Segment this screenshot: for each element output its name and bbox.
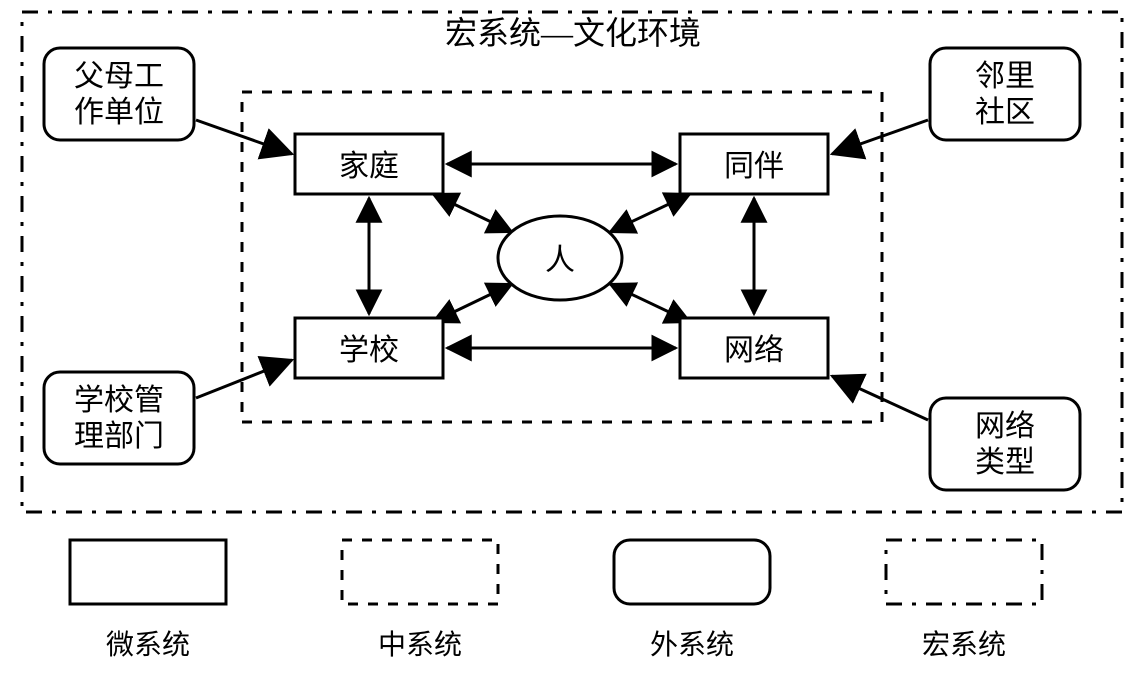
node-school-admin: 学校管 理部门	[44, 372, 194, 464]
svg-text:理部门: 理部门	[74, 420, 164, 453]
diagram-canvas: 宏系统—文化环境	[0, 0, 1146, 692]
svg-text:学校: 学校	[339, 334, 399, 367]
legend-label-meso: 中系统	[378, 629, 462, 661]
svg-text:网络: 网络	[975, 410, 1035, 443]
svg-text:家庭: 家庭	[339, 150, 399, 183]
svg-text:同伴: 同伴	[724, 150, 784, 183]
node-parents-work: 父母工 作单位	[44, 48, 194, 140]
legend-swatch-micro	[70, 540, 226, 604]
node-network-type: 网络 类型	[930, 398, 1080, 490]
svg-text:类型: 类型	[975, 446, 1035, 479]
node-peers: 同伴	[680, 134, 828, 194]
legend-swatch-meso	[342, 540, 498, 604]
legend: 微系统 中系统 外系统 宏系统	[70, 540, 1042, 661]
node-neighborhood: 邻里 社区	[930, 48, 1080, 140]
node-school: 学校	[295, 318, 443, 378]
svg-text:邻里: 邻里	[975, 60, 1035, 93]
legend-label-micro: 微系统	[106, 629, 190, 661]
svg-text:学校管: 学校管	[74, 384, 164, 417]
svg-text:作单位: 作单位	[74, 96, 164, 129]
node-network: 网络	[680, 318, 828, 378]
macro-title: 宏系统—文化环境	[445, 15, 701, 51]
legend-swatch-macro	[886, 540, 1042, 604]
node-family: 家庭	[295, 134, 443, 194]
svg-text:网络: 网络	[724, 334, 784, 367]
legend-label-macro: 宏系统	[922, 629, 1006, 661]
legend-label-exo: 外系统	[650, 629, 734, 661]
node-person-label: 人	[545, 244, 575, 277]
svg-text:父母工: 父母工	[74, 60, 164, 93]
svg-text:社区: 社区	[975, 96, 1035, 129]
legend-swatch-exo	[614, 540, 770, 604]
